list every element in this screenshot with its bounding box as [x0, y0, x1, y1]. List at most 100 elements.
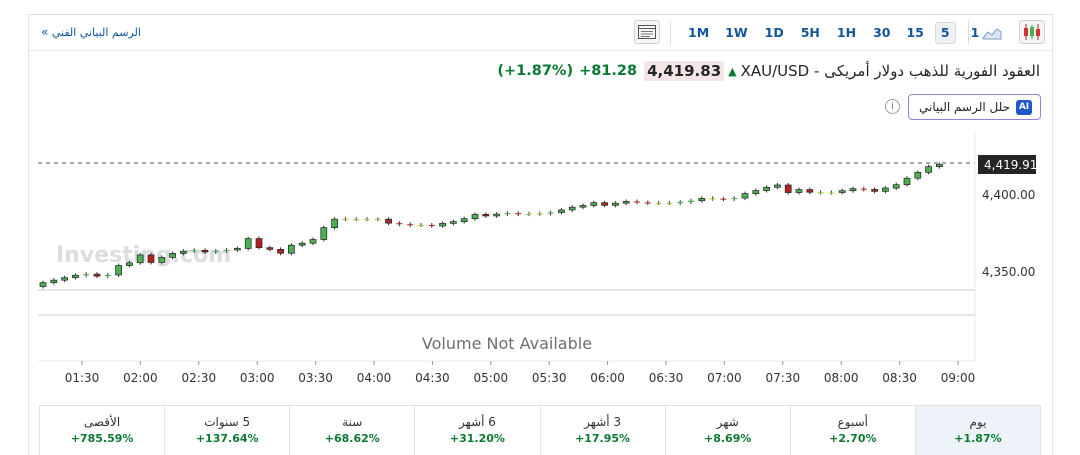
candle[interactable] [39, 282, 47, 287]
candle[interactable] [558, 209, 565, 213]
candle[interactable] [309, 239, 317, 244]
candle[interactable] [331, 218, 338, 228]
perf-3-months[interactable]: 3 أشهر +17.95% [539, 406, 665, 455]
candle[interactable] [353, 219, 360, 221]
candle[interactable] [298, 242, 306, 246]
candle[interactable] [50, 279, 58, 283]
timeframe-5[interactable]: 5 [934, 22, 956, 44]
timeframe-30[interactable]: 30 [873, 25, 891, 40]
candle[interactable] [666, 203, 673, 205]
candle[interactable] [212, 250, 219, 252]
candle[interactable] [418, 225, 424, 227]
candle[interactable] [407, 224, 414, 226]
timeframe-1[interactable]: 1 [970, 25, 980, 40]
candle[interactable] [385, 218, 392, 224]
candle[interactable] [83, 274, 90, 276]
timeframe-1M[interactable]: 1M [688, 25, 710, 40]
candle[interactable] [244, 238, 252, 249]
timeframe-1H[interactable]: 1H [836, 25, 857, 40]
candle[interactable] [126, 262, 133, 266]
technical-chart-link[interactable]: الرسم البياني الفني » [37, 25, 141, 39]
candle[interactable] [784, 184, 792, 193]
candle[interactable] [634, 201, 640, 203]
candle[interactable] [590, 202, 598, 206]
candle[interactable] [255, 238, 263, 249]
layout-toggle-button[interactable] [634, 20, 660, 44]
candle[interactable] [234, 248, 241, 251]
candle[interactable] [795, 189, 803, 193]
candle[interactable] [61, 277, 68, 281]
timeframe-1D[interactable]: 1D [764, 25, 784, 40]
candle[interactable] [612, 202, 619, 206]
candle[interactable] [860, 188, 867, 190]
candle[interactable] [741, 193, 749, 199]
candle[interactable] [838, 190, 846, 193]
candle[interactable] [169, 253, 176, 258]
candle[interactable] [115, 265, 122, 276]
timeframe-1W[interactable]: 1W [725, 25, 748, 40]
candle[interactable] [568, 206, 576, 211]
candle[interactable] [223, 249, 230, 251]
candle[interactable] [515, 213, 522, 215]
perf-6-months[interactable]: 6 أشهر +31.20% [414, 406, 539, 455]
perf-week[interactable]: أسبوع +2.70% [789, 406, 915, 455]
candle[interactable] [136, 254, 144, 264]
candle[interactable] [439, 222, 446, 227]
candle[interactable] [936, 164, 943, 168]
candlestick-chart-button[interactable] [1019, 20, 1045, 44]
candle[interactable] [482, 214, 490, 217]
candle[interactable] [72, 274, 79, 279]
candle[interactable] [752, 190, 760, 194]
perf-year[interactable]: سنة +68.62% [289, 406, 414, 455]
candle[interactable] [471, 214, 479, 220]
candle[interactable] [903, 177, 911, 186]
candle[interactable] [201, 249, 209, 253]
candle[interactable] [579, 205, 587, 208]
perf-day[interactable]: يوم +1.87% [914, 406, 1040, 455]
candle[interactable] [147, 254, 155, 263]
candle[interactable] [428, 225, 435, 227]
candle[interactable] [547, 212, 554, 214]
candle[interactable] [849, 188, 857, 192]
candle[interactable] [191, 250, 198, 252]
candle[interactable] [374, 219, 381, 221]
candle[interactable] [93, 273, 101, 277]
info-icon[interactable]: i [885, 99, 900, 114]
candle[interactable] [871, 189, 878, 192]
candle[interactable] [774, 184, 781, 188]
candle[interactable] [536, 213, 543, 215]
candle[interactable] [925, 166, 932, 173]
candle[interactable] [914, 172, 922, 179]
candle[interactable] [644, 202, 651, 204]
candle[interactable] [622, 201, 630, 204]
candle[interactable] [688, 200, 694, 203]
candle[interactable] [342, 219, 349, 221]
perf-month[interactable]: شهر +8.69% [664, 406, 790, 455]
candle[interactable] [882, 187, 889, 192]
candle[interactable] [364, 219, 370, 221]
candle[interactable] [677, 202, 684, 204]
candle[interactable] [763, 186, 770, 191]
candle[interactable] [698, 198, 706, 202]
candle[interactable] [655, 203, 662, 205]
analyze-chart-button[interactable]: حلل الرسم البياني AI [908, 94, 1041, 120]
candle[interactable] [817, 192, 824, 194]
candle[interactable] [288, 244, 295, 254]
candle[interactable] [828, 192, 835, 194]
candle[interactable] [601, 202, 608, 206]
perf-5-years[interactable]: 5 سنوات +137.64% [164, 406, 289, 455]
price-chart[interactable]: Investing.com 4,419.91 4,400.00 4,350.00… [0, 0, 1080, 400]
candle[interactable] [720, 198, 727, 200]
candle[interactable] [180, 250, 187, 254]
candle[interactable] [104, 274, 111, 277]
candle[interactable] [731, 198, 738, 200]
candle[interactable] [709, 198, 716, 200]
perf-max[interactable]: الأقصى +785.59% [40, 406, 164, 455]
candle[interactable] [806, 189, 814, 193]
candle[interactable] [493, 213, 500, 217]
candle[interactable] [320, 227, 328, 240]
candle[interactable] [526, 213, 532, 215]
candle[interactable] [450, 221, 457, 224]
timeframe-15[interactable]: 15 [906, 25, 924, 40]
candle[interactable] [158, 257, 166, 263]
